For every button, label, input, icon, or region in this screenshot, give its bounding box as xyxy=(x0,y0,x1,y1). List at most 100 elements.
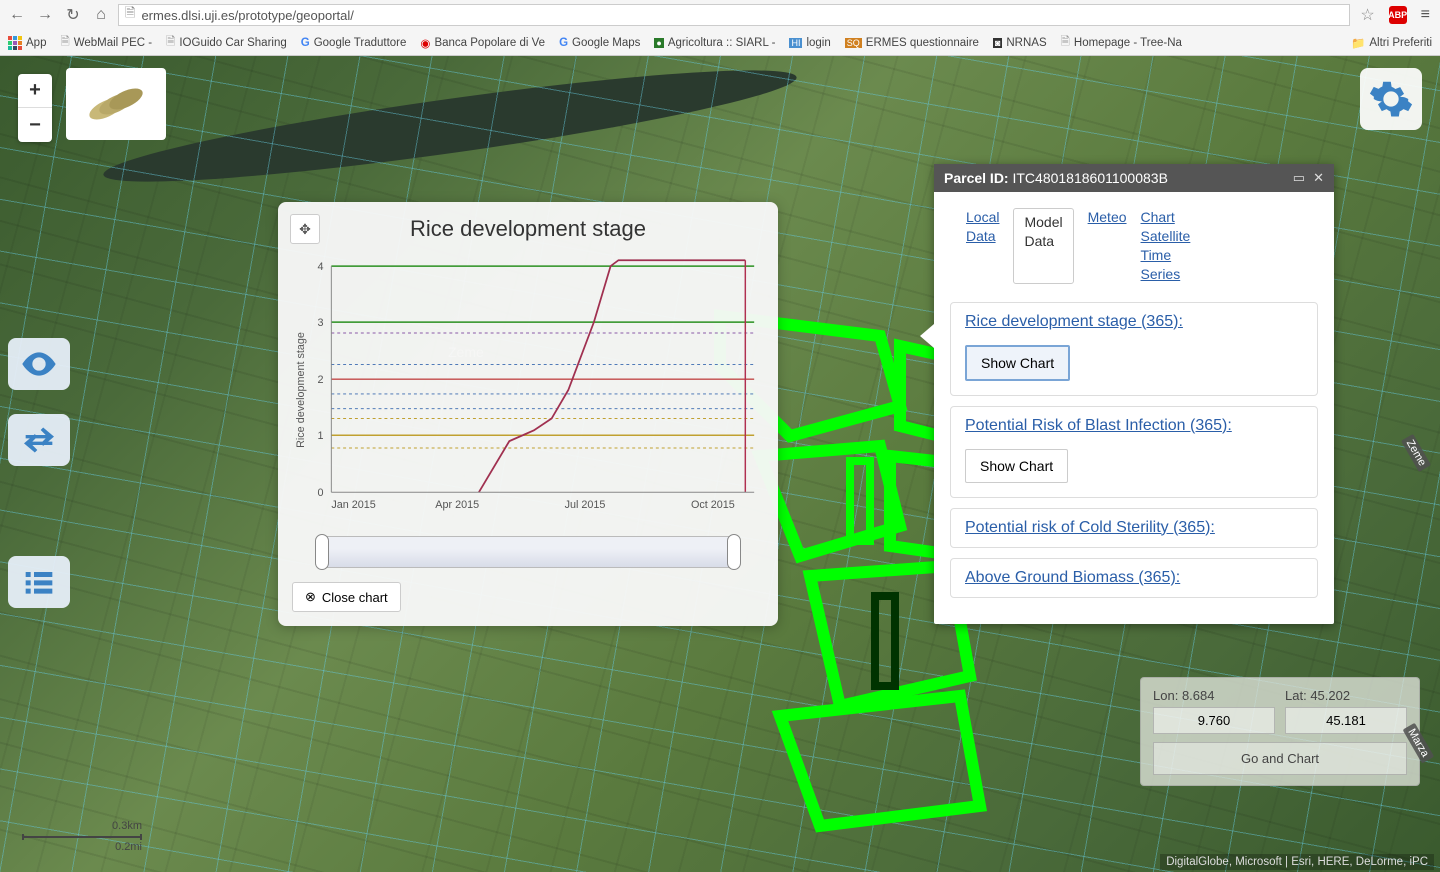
chart-move-handle[interactable]: ✥ xyxy=(290,214,320,244)
section-title[interactable]: Potential risk of Cold Sterility (365): xyxy=(951,509,1317,547)
tab-local-data[interactable]: Local Data xyxy=(966,208,999,284)
siarl-icon: ● xyxy=(654,38,663,48)
brush-handle-left[interactable] xyxy=(315,534,329,570)
close-chart-button[interactable]: ⊗ Close chart xyxy=(292,582,401,612)
browser-menu-icon[interactable]: ≡ xyxy=(1421,6,1430,24)
nr-icon: ◙ xyxy=(993,38,1002,48)
settings-button[interactable] xyxy=(1360,68,1422,130)
scale-mi: 0.2mi xyxy=(22,840,142,854)
bookmark-banca[interactable]: ◉Banca Popolare di Ve xyxy=(420,36,545,50)
google-icon: G xyxy=(301,37,310,49)
nav-reload-button[interactable]: ↻ xyxy=(62,4,84,26)
parcel-id-value: ITC4801818601100083B xyxy=(1012,170,1167,186)
svg-text:3: 3 xyxy=(317,317,323,329)
bookmark-ioguido[interactable]: 🗎IOGuido Car Sharing xyxy=(166,34,287,53)
folder-icon: 📁 xyxy=(1351,36,1365,50)
eq-icon: SQ xyxy=(845,38,862,48)
scale-bar: 0.3km 0.2mi xyxy=(22,819,142,854)
apps-grid-icon xyxy=(8,36,22,50)
brush-handle-right[interactable] xyxy=(727,534,741,570)
app-logo[interactable] xyxy=(66,68,166,140)
panel-maximize-icon[interactable]: ▭ xyxy=(1293,170,1305,186)
chart-svg: Rice development stage xyxy=(292,254,764,526)
url-text: ermes.dlsi.uji.es/prototype/geoportal/ xyxy=(141,8,353,23)
chart-body: Rice development stage xyxy=(292,254,764,526)
close-icon: ⊗ xyxy=(305,589,316,605)
chart-ylabel: Rice development stage xyxy=(295,332,307,448)
other-bookmarks[interactable]: 📁Altri Preferiti xyxy=(1351,36,1432,50)
compare-tool-button[interactable] xyxy=(8,414,70,466)
go-and-chart-button[interactable]: Go and Chart xyxy=(1153,742,1407,775)
svg-text:Jan 2015: Jan 2015 xyxy=(331,499,375,511)
section-title[interactable]: Above Ground Biomass (365): xyxy=(951,559,1317,597)
tab-model-data[interactable]: Model Data xyxy=(1013,208,1073,284)
section-blast-risk: Potential Risk of Blast Infection (365):… xyxy=(950,406,1318,498)
google-icon: G xyxy=(559,37,568,49)
nav-forward-button[interactable]: → xyxy=(34,4,56,26)
scale-km: 0.3km xyxy=(22,819,142,833)
section-title[interactable]: Rice development stage (365): xyxy=(951,303,1317,341)
parcel-tabs: Local Data Model Data Meteo Chart Satell… xyxy=(934,192,1334,302)
nav-home-button[interactable]: ⌂ xyxy=(90,4,112,26)
layers-tool-button[interactable] xyxy=(8,556,70,608)
hi-icon: HI xyxy=(789,38,802,48)
svg-text:4: 4 xyxy=(317,261,323,273)
parcel-content: Rice development stage (365): Show Chart… xyxy=(934,302,1334,624)
nav-back-button[interactable]: ← xyxy=(6,4,28,26)
show-chart-button[interactable]: Show Chart xyxy=(965,345,1070,381)
bookmark-siarl[interactable]: ●Agricoltura :: SIARL - xyxy=(654,37,775,49)
map-viewport[interactable]: Zeme + − xyxy=(0,56,1440,872)
bookmark-gtranslate[interactable]: GGoogle Traduttore xyxy=(301,37,407,49)
svg-text:Oct 2015: Oct 2015 xyxy=(691,499,735,511)
brush-area xyxy=(322,536,734,568)
bookmark-apps[interactable]: App xyxy=(8,36,46,50)
panel-close-icon[interactable]: ✕ xyxy=(1313,170,1324,186)
bank-icon: ◉ xyxy=(420,36,430,50)
section-biomass: Above Ground Biomass (365): xyxy=(950,558,1318,598)
gear-icon xyxy=(1368,76,1414,122)
page-icon: 🗎 xyxy=(1061,34,1070,53)
bookmark-login[interactable]: HIlogin xyxy=(789,37,830,49)
bookmark-gmaps[interactable]: GGoogle Maps xyxy=(559,37,640,49)
parcel-id-label: Parcel ID: xyxy=(944,170,1009,186)
tab-meteo[interactable]: Meteo xyxy=(1088,208,1127,284)
page-icon: 🗎 xyxy=(166,34,175,53)
lon-input[interactable] xyxy=(1153,707,1275,734)
map-attribution: DigitalGlobe, Microsoft | Esri, HERE, De… xyxy=(1160,854,1434,870)
page-icon: 🗎 xyxy=(60,34,69,53)
bookmark-treena[interactable]: 🗎Homepage - Tree-Na xyxy=(1061,34,1182,53)
bookmark-webmail[interactable]: 🗎WebMail PEC - xyxy=(60,34,152,53)
list-icon xyxy=(19,562,59,602)
section-title[interactable]: Potential Risk of Blast Infection (365): xyxy=(951,407,1317,445)
section-rice-dev: Rice development stage (365): Show Chart xyxy=(950,302,1318,396)
chart-title: Rice development stage xyxy=(292,216,764,242)
tab-chart-satellite[interactable]: Chart Satellite Time Series xyxy=(1141,208,1191,284)
chart-time-brush[interactable] xyxy=(322,532,734,572)
svg-text:2: 2 xyxy=(317,374,323,386)
section-cold-sterility: Potential risk of Cold Sterility (365): xyxy=(950,508,1318,548)
eye-icon xyxy=(19,344,59,384)
svg-text:Apr 2015: Apr 2015 xyxy=(435,499,479,511)
bookmark-nrnas[interactable]: ◙NRNAS xyxy=(993,37,1047,49)
parcel-info-panel: Parcel ID: ITC4801818601100083B ▭ ✕ Loca… xyxy=(934,164,1334,624)
svg-text:1: 1 xyxy=(317,430,323,442)
abp-icon[interactable]: ABP xyxy=(1389,6,1407,24)
url-input[interactable]: 🗎 ermes.dlsi.uji.es/prototype/geoportal/ xyxy=(118,4,1350,26)
visibility-tool-button[interactable] xyxy=(8,338,70,390)
panel-pointer xyxy=(920,324,934,348)
bookmark-ermes-q[interactable]: SQERMES questionnaire xyxy=(845,37,979,49)
zoom-control: + − xyxy=(18,74,52,142)
zoom-in-button[interactable]: + xyxy=(18,74,52,108)
url-bar-row: ← → ↻ ⌂ 🗎 ermes.dlsi.uji.es/prototype/ge… xyxy=(0,0,1440,30)
bookmark-star-icon[interactable]: ☆ xyxy=(1360,5,1374,25)
page-icon: 🗎 xyxy=(125,4,135,26)
svg-text:0: 0 xyxy=(317,487,323,499)
lat-input[interactable] xyxy=(1285,707,1407,734)
chart-popup: ✥ Rice development stage Rice developmen… xyxy=(278,202,778,626)
parcel-panel-header[interactable]: Parcel ID: ITC4801818601100083B ▭ ✕ xyxy=(934,164,1334,192)
svg-text:Jul 2015: Jul 2015 xyxy=(565,499,606,511)
show-chart-button[interactable]: Show Chart xyxy=(965,449,1068,483)
coordinates-panel: Lon: 8.684 Lat: 45.202 Go and Chart xyxy=(1140,677,1420,786)
zoom-out-button[interactable]: − xyxy=(18,108,52,142)
browser-chrome: ← → ↻ ⌂ 🗎 ermes.dlsi.uji.es/prototype/ge… xyxy=(0,0,1440,56)
